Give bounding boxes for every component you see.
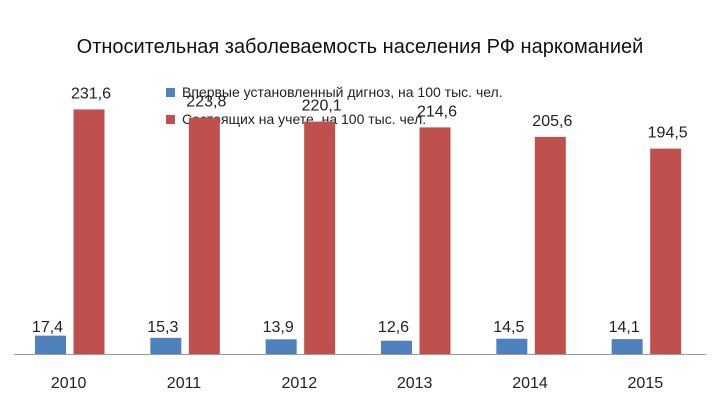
bar-s1-2011 [150,337,182,354]
bar-s1-2010 [35,335,66,354]
bars: 17,4 15,3 13,9 12,6 14,5 14,1 231,6 223,8 220,1 2… [32,85,688,355]
x-tick-2010: 2010 [51,375,87,392]
chart-title: Относительная заболеваемость населения Р… [76,36,644,58]
bar-s1-2013 [381,340,412,354]
value-label-s1-2015: 14,1 [609,319,640,336]
value-label-s2-2011: 223,8 [186,94,226,111]
bar-s2-2014 [534,136,566,354]
x-tick-2015: 2015 [628,375,664,392]
value-label-s1-2013: 12,6 [378,319,409,336]
value-label-s1-2010: 17,4 [32,319,63,336]
x-axis-ticks: 2010 2011 2012 2013 2014 2015 [51,375,663,392]
bar-s1-2015 [611,339,643,354]
x-tick-2013: 2013 [397,375,433,392]
value-label-s2-2013: 214,6 [417,103,457,120]
value-label-s2-2010: 231,6 [71,85,111,102]
value-label-s1-2012: 13,9 [263,319,294,336]
bar-s2-2013 [419,127,451,354]
bar-s1-2012 [265,339,297,354]
x-tick-2012: 2012 [282,375,318,392]
legend-swatch-2 [166,115,175,124]
legend-label-1: Впервые установленный дигноз, на 100 тыс… [182,84,503,100]
legend-label-2: Состоящих на учете, на 100 тыс. чел. [182,111,426,127]
bar-s2-2010 [73,109,105,355]
value-label-s1-2011: 15,3 [147,319,178,336]
value-label-s2-2014: 205,6 [532,113,572,130]
bar-s1-2014 [496,338,528,354]
legend-swatch-1 [166,88,175,97]
value-label-s2-2012: 220,1 [302,98,342,115]
value-label-s2-2015: 194,5 [648,125,688,142]
value-label-s1-2014: 14,5 [493,319,524,336]
x-tick-2011: 2011 [167,375,202,392]
x-tick-2014: 2014 [512,375,548,392]
bar-s2-2011 [188,117,220,354]
legend: Впервые установленный дигноз, на 100 тыс… [166,84,503,127]
bar-s2-2015 [650,148,682,354]
bar-s2-2012 [304,121,336,354]
